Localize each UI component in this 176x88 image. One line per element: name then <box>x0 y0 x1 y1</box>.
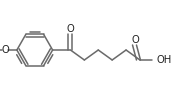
Text: OH: OH <box>157 55 172 65</box>
Text: O: O <box>67 24 74 34</box>
Text: O: O <box>1 45 9 55</box>
Text: O: O <box>131 35 139 45</box>
